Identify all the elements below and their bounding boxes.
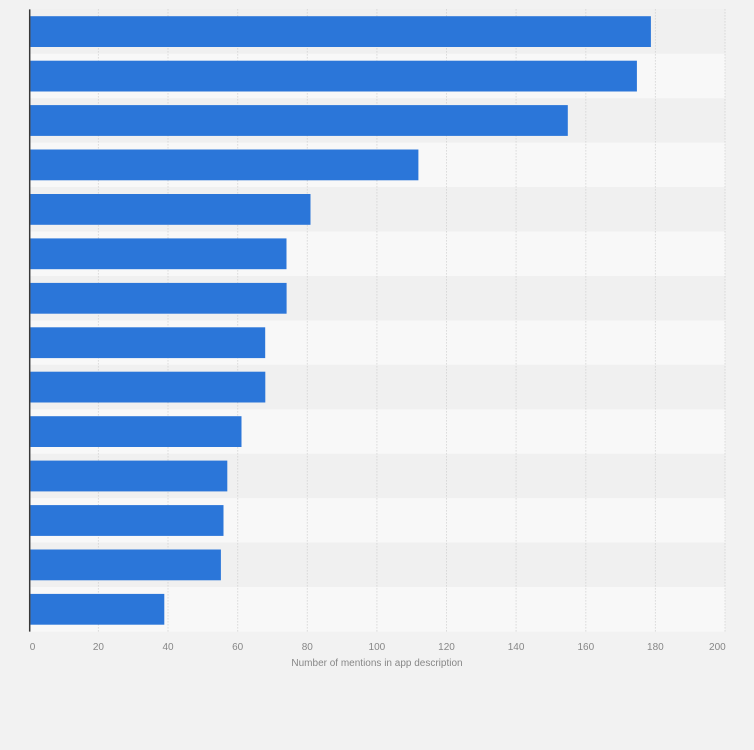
svg-text:100: 100	[369, 642, 386, 653]
svg-text:60: 60	[232, 642, 244, 653]
svg-text:200: 200	[709, 642, 726, 653]
svg-text:120: 120	[438, 642, 455, 653]
svg-text:80: 80	[302, 642, 314, 653]
svg-text:180: 180	[647, 642, 664, 653]
svg-text:0: 0	[30, 642, 36, 653]
svg-text:160: 160	[577, 642, 594, 653]
svg-text:Number of mentions in app desc: Number of mentions in app description	[291, 658, 462, 669]
svg-text:20: 20	[93, 642, 105, 653]
svg-text:40: 40	[162, 642, 174, 653]
svg-text:140: 140	[508, 642, 525, 653]
